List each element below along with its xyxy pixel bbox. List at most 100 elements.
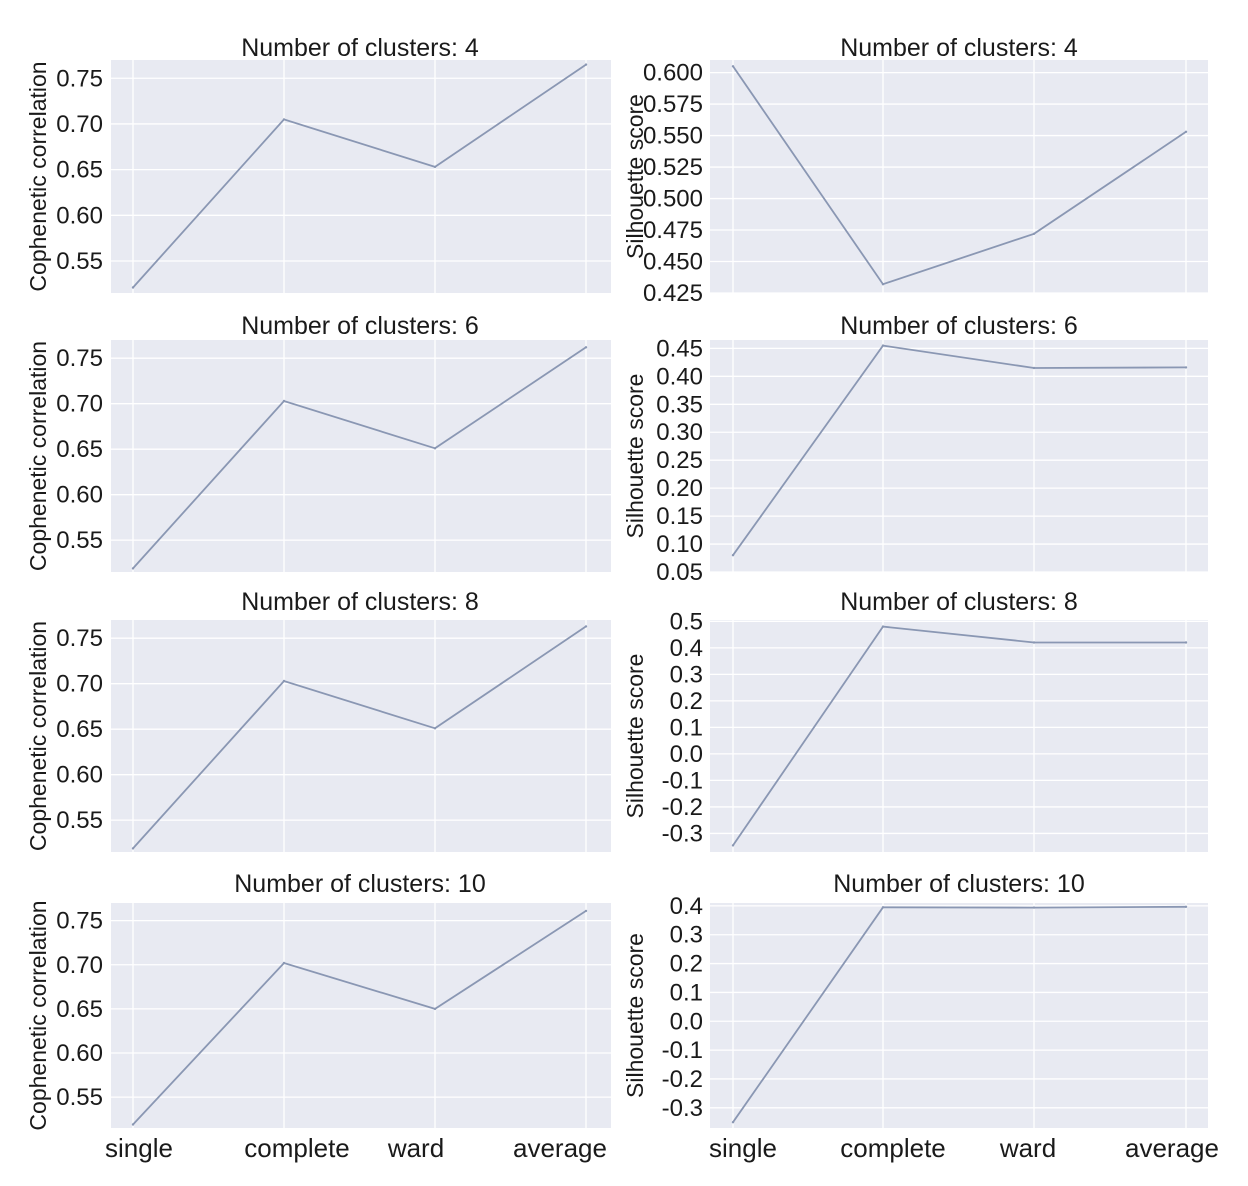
data-point — [881, 344, 885, 347]
y-tick-label: 0.1 — [670, 979, 703, 1006]
y-tick-label: 0.70 — [56, 952, 103, 979]
y-tick-label: -0.2 — [662, 794, 703, 821]
data-point — [433, 727, 437, 730]
y-tick-label: 0.5 — [670, 608, 703, 635]
y-tick-label: 0.500 — [643, 186, 703, 213]
chart-title: Number of clusters: 10 — [234, 870, 486, 898]
y-tick-label: 0.3 — [670, 661, 703, 688]
y-tick-label: 0.550 — [643, 123, 703, 150]
y-tick-label: 0.4 — [670, 635, 703, 662]
y-tick-label: 0.60 — [56, 482, 103, 509]
y-axis-label: Silhouette score — [622, 374, 648, 539]
series-line — [732, 344, 1187, 556]
data-point — [1184, 641, 1188, 644]
data-point — [1032, 641, 1036, 644]
data-point — [433, 165, 437, 169]
y-tick-label: 0.75 — [56, 345, 103, 372]
chart-panel-5: 0.55 0.60 0.65 0.70 0.75 Number of clusters: … — [25, 588, 611, 852]
y-tick-label: 0.2 — [670, 951, 703, 978]
data-point — [1184, 905, 1188, 908]
y-axis-label: Cophenetic correlation — [25, 900, 51, 1130]
y-axis-label: Cophenetic correlation — [25, 61, 51, 291]
series-line — [132, 910, 587, 1126]
data-point — [282, 118, 286, 121]
y-tick-label: 0.70 — [56, 391, 103, 418]
y-axis-label: Cophenetic correlation — [25, 341, 51, 571]
data-point — [131, 1123, 135, 1126]
data-point — [282, 679, 286, 683]
series-line — [732, 625, 1186, 846]
data-point — [433, 447, 437, 450]
y-tick-label: 0.40 — [656, 363, 703, 390]
x-tick-label: complete — [244, 1133, 350, 1163]
series-line — [732, 905, 1187, 1123]
y-tick-label: 0.60 — [56, 202, 103, 229]
x-tick-label: complete — [840, 1133, 946, 1163]
y-tick-label: 0.65 — [56, 436, 103, 463]
x-tick-label: average — [513, 1133, 607, 1163]
plot-area — [111, 620, 611, 852]
data-point — [731, 1121, 735, 1124]
y-tick-label: 0.75 — [56, 625, 103, 652]
y-tick-label: 0.70 — [56, 111, 103, 138]
y-tick-label: 0.3 — [670, 922, 703, 949]
y-tick-label: 0.0 — [670, 1008, 703, 1035]
plot-area — [710, 60, 1208, 293]
y-axis-label: Silhouette score — [622, 94, 648, 259]
y-tick-label: 0.55 — [56, 1084, 103, 1111]
data-point — [731, 65, 735, 68]
y-tick-label: 0.15 — [656, 503, 703, 530]
y-tick-label: 0.35 — [656, 391, 703, 418]
data-point — [131, 286, 135, 289]
y-tick-label: 0.55 — [56, 807, 103, 834]
chart-panel-6: -0.3-0.2-0.10.00.10.20.30.40.5 Number of … — [622, 588, 1208, 852]
data-point — [881, 283, 885, 286]
chart-panel-3: 0.55 0.60 0.65 0.70 0.75 Number of clusters: … — [25, 312, 611, 572]
y-tick-label: 0.575 — [643, 91, 703, 118]
data-point — [584, 909, 588, 913]
y-tick-label: 0.45 — [656, 335, 703, 362]
y-tick-label: 0.20 — [656, 475, 703, 502]
y-tick-label: 0.75 — [56, 908, 103, 935]
plot-area — [710, 620, 1208, 852]
y-axis-label: Silhouette score — [622, 933, 648, 1098]
data-point — [433, 1007, 437, 1011]
chart-title: Number of clusters: 8 — [241, 588, 479, 616]
data-point — [1184, 366, 1188, 369]
x-tick-label: ward — [999, 1133, 1056, 1163]
data-point — [131, 567, 135, 570]
data-point — [1184, 130, 1188, 133]
chart-title: Number of clusters: 4 — [241, 34, 479, 62]
x-tick-label: single — [105, 1133, 173, 1163]
data-point — [881, 625, 885, 628]
series-line — [132, 625, 587, 850]
y-tick-label: -0.3 — [662, 1095, 703, 1122]
series-line — [732, 65, 1187, 286]
data-point — [131, 847, 135, 850]
y-axis-label: Silhouette score — [622, 654, 648, 819]
y-tick-label: 0.1 — [670, 714, 703, 741]
chart-title: Number of clusters: 4 — [840, 34, 1078, 62]
y-tick-label: -0.1 — [662, 767, 703, 794]
chart-title: Number of clusters: 6 — [840, 312, 1078, 340]
y-tick-label: -0.1 — [662, 1037, 703, 1064]
y-tick-label: 0.75 — [56, 65, 103, 92]
y-tick-label: 0.55 — [56, 248, 103, 275]
chart-panel-1: 0.55 0.60 0.65 0.70 0.75 Number of clusters: … — [25, 34, 611, 293]
y-tick-label: 0.70 — [56, 671, 103, 698]
y-tick-label: 0.4 — [670, 893, 703, 920]
y-tick-label: 0.65 — [56, 996, 103, 1023]
x-tick-label: average — [1125, 1133, 1219, 1163]
series-line — [132, 346, 587, 570]
x-tick-label: ward — [387, 1133, 444, 1163]
data-point — [1032, 232, 1036, 235]
y-tick-label: 0.0 — [670, 741, 703, 768]
y-tick-label: 0.65 — [56, 157, 103, 184]
y-tick-label: 0.05 — [656, 559, 703, 586]
data-point — [584, 63, 588, 66]
y-tick-label: 0.425 — [643, 280, 703, 307]
y-tick-label: 0.55 — [56, 527, 103, 554]
plot-area — [111, 60, 611, 293]
y-tick-label: 0.30 — [656, 419, 703, 446]
